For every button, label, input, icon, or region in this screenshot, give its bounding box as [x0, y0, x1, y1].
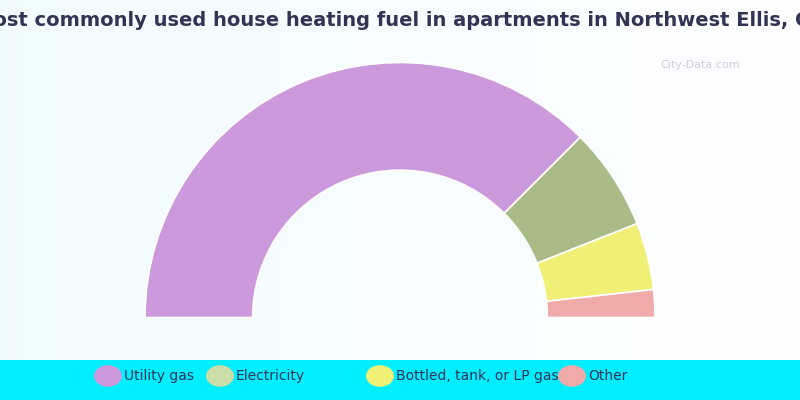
Text: Utility gas: Utility gas: [124, 369, 194, 383]
Text: Other: Other: [588, 369, 627, 383]
Ellipse shape: [558, 365, 586, 387]
Wedge shape: [145, 62, 580, 318]
Wedge shape: [546, 290, 655, 318]
Ellipse shape: [206, 365, 234, 387]
Ellipse shape: [366, 365, 394, 387]
Text: Most commonly used house heating fuel in apartments in Northwest Ellis, OK: Most commonly used house heating fuel in…: [0, 11, 800, 30]
Text: City-Data.com: City-Data.com: [660, 60, 740, 70]
Wedge shape: [537, 224, 654, 301]
Wedge shape: [504, 137, 637, 263]
Text: Electricity: Electricity: [236, 369, 305, 383]
Ellipse shape: [94, 365, 122, 387]
Text: Bottled, tank, or LP gas: Bottled, tank, or LP gas: [396, 369, 558, 383]
